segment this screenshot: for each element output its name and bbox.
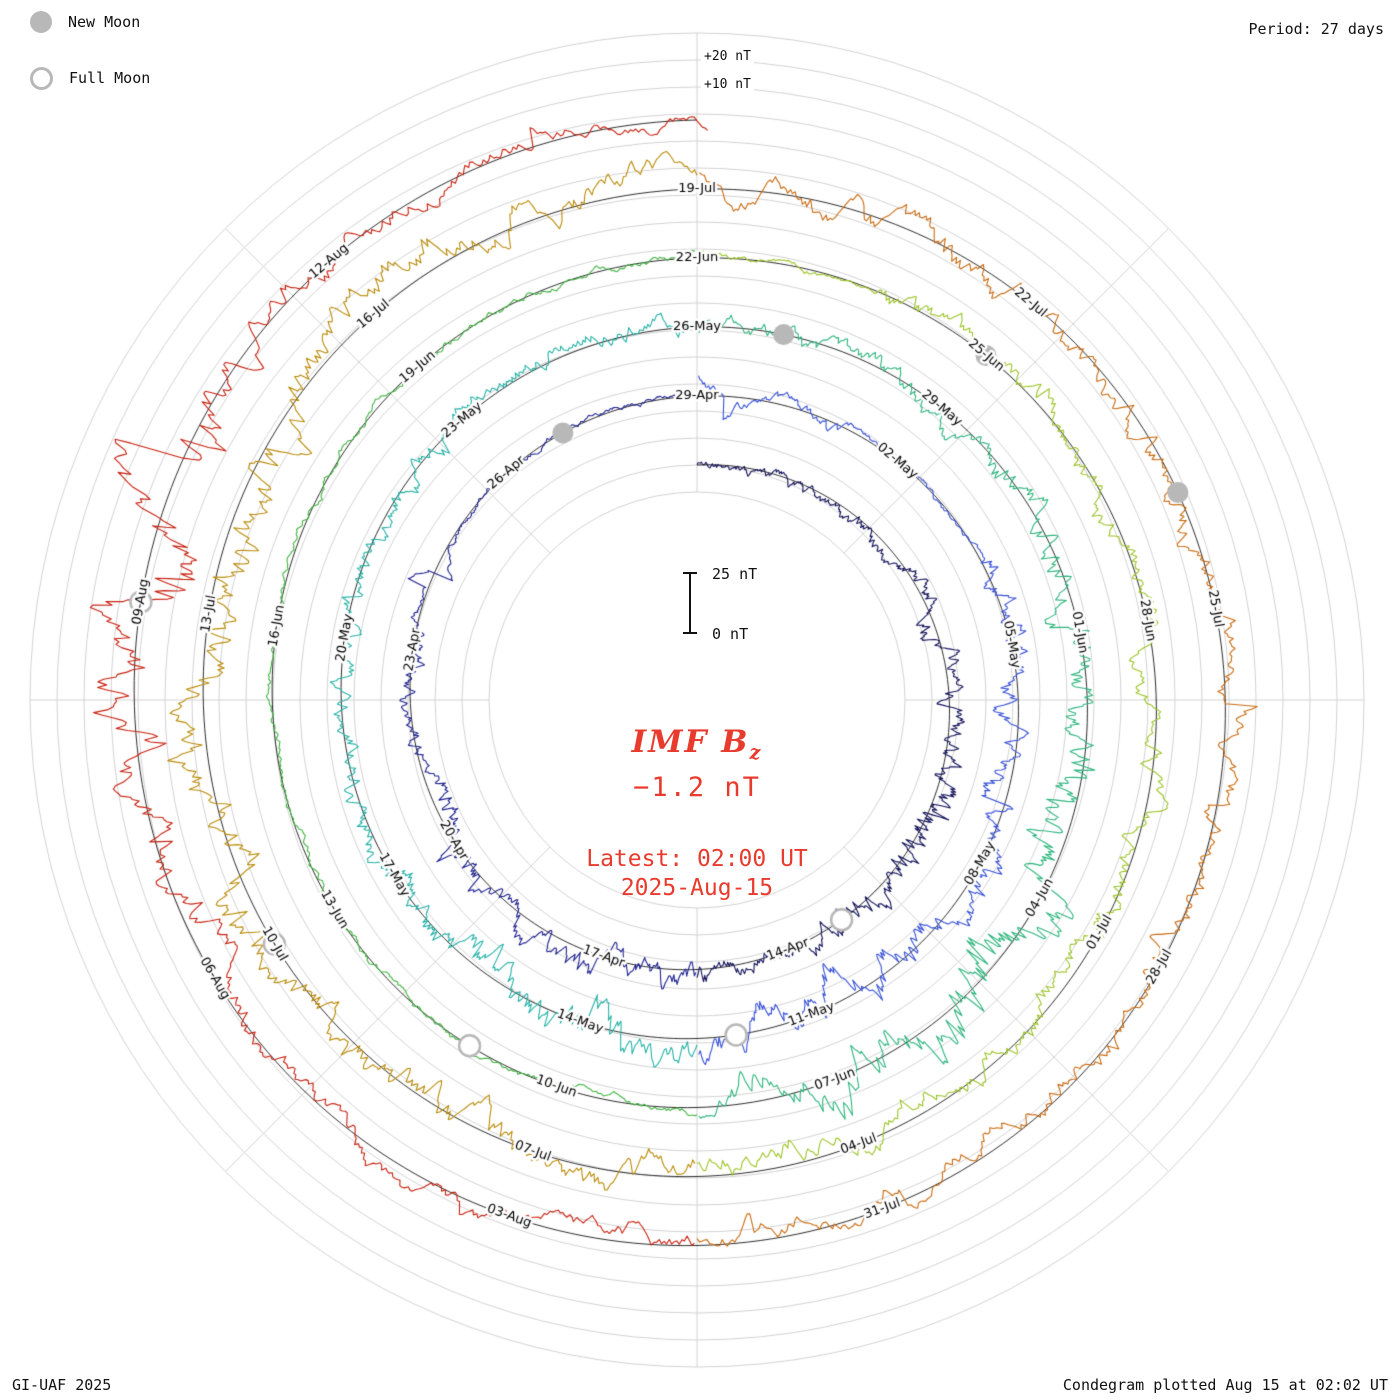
scale-bottom-label: 0 nT <box>712 625 749 643</box>
new-moon-label: New Moon <box>68 13 141 31</box>
imf-bz-title-main: IMF B <box>631 724 750 760</box>
plotted-timestamp-label: Condegram plotted Aug 15 at 02:02 UT <box>1062 1376 1388 1394</box>
scale-bar-line <box>689 572 691 634</box>
latest-date-label: 2025-Aug-15 <box>620 875 774 902</box>
imf-bz-latest-value: −1.2 nT <box>633 772 761 804</box>
credit-label: GI-UAF 2025 <box>12 1376 112 1394</box>
scale-bar-bottom-tick <box>683 632 697 634</box>
imf-bz-title: IMF Bz <box>586 724 808 764</box>
imf-bz-title-subscript: z <box>749 741 763 765</box>
full-moon-label: Full Moon <box>69 69 151 87</box>
plus-20nt-label: +20 nT <box>701 49 754 64</box>
moon-legend: New Moon Full Moon <box>30 8 150 120</box>
new-moon-icon <box>30 11 52 33</box>
scale-top-label: 25 nT <box>712 565 758 583</box>
latest-time-label: Latest: 02:00 UT <box>586 846 808 873</box>
legend-new-moon-row: New Moon <box>30 8 150 36</box>
center-annotation: IMF Bz −1.2 nT Latest: 02:00 UT 2025-Aug… <box>586 724 808 903</box>
legend-full-moon-row: Full Moon <box>30 64 150 92</box>
period-label: Period: 27 days <box>1248 20 1384 38</box>
scale-bar-top-tick <box>683 572 697 574</box>
plus-10nt-label: +10 nT <box>701 77 754 92</box>
full-moon-icon <box>30 66 53 90</box>
